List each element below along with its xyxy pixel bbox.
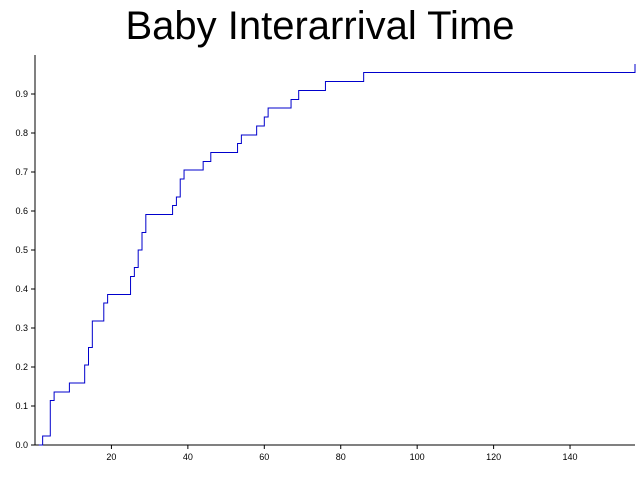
series-line <box>38 63 636 446</box>
y-tick-label: 0.0 <box>15 440 28 450</box>
chart-title: Baby Interarrival Time <box>125 4 515 48</box>
y-tick-label: 0.5 <box>15 245 28 255</box>
x-tick-label: 120 <box>486 452 501 462</box>
x-tick-label: 20 <box>106 452 116 462</box>
y-tick-label: 0.7 <box>15 167 28 177</box>
y-tick-label: 0.9 <box>15 89 28 99</box>
y-tick-label: 0.8 <box>15 128 28 138</box>
x-tick-label: 60 <box>259 452 269 462</box>
x-tick-label: 140 <box>563 452 578 462</box>
y-tick-label: 0.3 <box>15 323 28 333</box>
axes <box>34 55 635 446</box>
y-tick-label: 0.4 <box>15 284 28 294</box>
ticks: 0.0 0.1 0.2 0.3 0.4 0.5 0.6 0.7 0.8 0.9 20 40 60 80 10… <box>15 89 577 462</box>
y-tick-label: 0.6 <box>15 206 28 216</box>
y-tick-label: 0.2 <box>15 362 28 372</box>
x-tick-label: 100 <box>410 452 425 462</box>
y-tick-label: 0.1 <box>15 401 28 411</box>
x-tick-label: 80 <box>336 452 346 462</box>
plot-area <box>38 63 636 446</box>
x-tick-label: 40 <box>183 452 193 462</box>
